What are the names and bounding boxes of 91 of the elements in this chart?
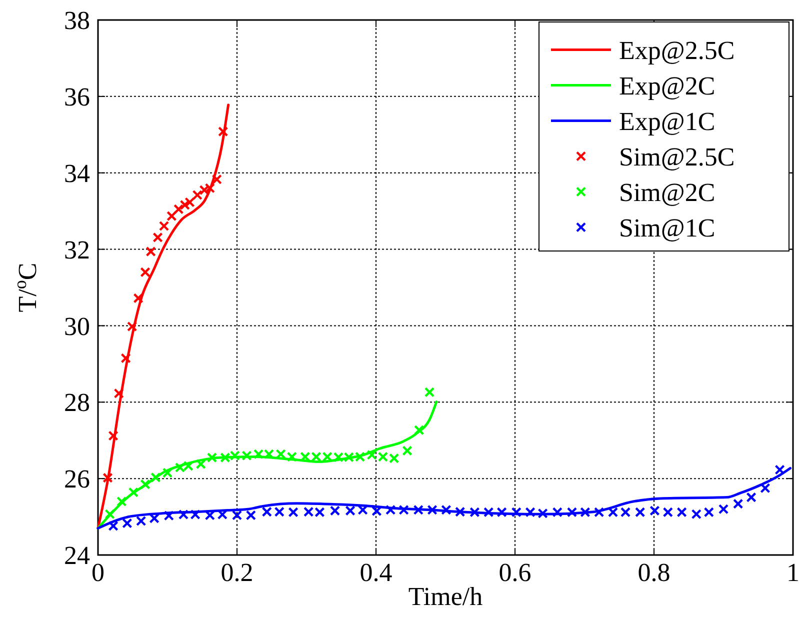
x-tick-label: 0.8 — [638, 558, 670, 587]
line-series — [96, 467, 792, 530]
y-tick-label: 36 — [64, 82, 90, 112]
point — [102, 472, 113, 483]
x-tick-label: 0 — [92, 558, 104, 587]
y-tick-label: 24 — [64, 541, 90, 570]
point — [608, 507, 618, 518]
point — [414, 424, 424, 436]
point — [128, 487, 139, 498]
point — [114, 388, 124, 398]
point — [166, 210, 177, 222]
point — [538, 508, 548, 518]
point — [274, 506, 284, 517]
point — [620, 507, 631, 518]
point — [120, 353, 131, 364]
point — [212, 174, 222, 184]
point — [164, 510, 174, 521]
point — [140, 479, 150, 490]
point — [136, 516, 146, 526]
line-series — [96, 104, 230, 530]
point — [162, 468, 173, 478]
point — [108, 520, 118, 532]
point — [635, 507, 646, 518]
point — [496, 507, 507, 518]
point — [732, 498, 744, 509]
point — [441, 504, 452, 516]
point — [108, 430, 118, 441]
point — [116, 496, 127, 507]
point — [150, 472, 161, 483]
point — [192, 190, 202, 200]
point — [402, 446, 412, 456]
legend-label: Exp@2C — [619, 71, 716, 100]
point — [454, 506, 466, 517]
point — [483, 507, 494, 518]
point — [152, 232, 163, 243]
y-tick-label: 34 — [64, 158, 90, 188]
x-tick-label: 1 — [786, 558, 799, 587]
y-tick-label: 28 — [64, 388, 90, 418]
point — [511, 507, 522, 518]
y-tick-label: 30 — [64, 312, 90, 341]
x-axis-title: Time/h — [408, 582, 483, 611]
legend-label: Sim@1C — [619, 213, 716, 242]
point — [330, 506, 340, 516]
point — [424, 387, 435, 398]
point — [345, 506, 356, 516]
y-tick-label: 26 — [64, 464, 90, 494]
point — [149, 513, 160, 524]
x-tick-label: 0.4 — [360, 558, 392, 587]
point — [122, 518, 132, 528]
point — [218, 126, 228, 137]
point — [594, 507, 604, 518]
point — [760, 483, 770, 494]
point — [385, 504, 396, 516]
point — [174, 204, 184, 214]
legend-label: Sim@2C — [619, 178, 716, 207]
point — [552, 507, 562, 518]
point — [662, 507, 673, 518]
point — [232, 510, 242, 520]
point — [774, 464, 785, 475]
point — [580, 507, 590, 518]
y-tick-label: 32 — [64, 235, 90, 264]
line-series — [96, 400, 438, 530]
point — [398, 504, 409, 516]
point — [470, 507, 480, 518]
point — [566, 507, 578, 518]
point — [158, 220, 170, 232]
point — [691, 509, 702, 520]
point — [126, 321, 138, 332]
point — [704, 507, 714, 518]
point — [676, 507, 687, 518]
point — [718, 504, 729, 514]
point — [133, 293, 144, 304]
point — [288, 507, 298, 518]
x-tick-label: 0.2 — [220, 558, 254, 587]
point — [104, 509, 115, 520]
point — [746, 492, 756, 502]
point — [246, 510, 256, 520]
point — [196, 458, 206, 470]
point — [140, 267, 150, 278]
legend-label: Exp@1C — [619, 106, 716, 136]
y-tick-label: 38 — [64, 6, 90, 36]
point — [427, 504, 438, 516]
x-tick-label: 0.6 — [498, 558, 532, 587]
point — [146, 246, 156, 257]
legend-label: Exp@2.5C — [619, 36, 735, 65]
point — [262, 506, 272, 517]
point — [525, 507, 536, 518]
point — [206, 452, 218, 463]
point — [413, 504, 424, 516]
point — [650, 506, 660, 516]
legend-label: Sim@2.5C — [619, 142, 735, 172]
